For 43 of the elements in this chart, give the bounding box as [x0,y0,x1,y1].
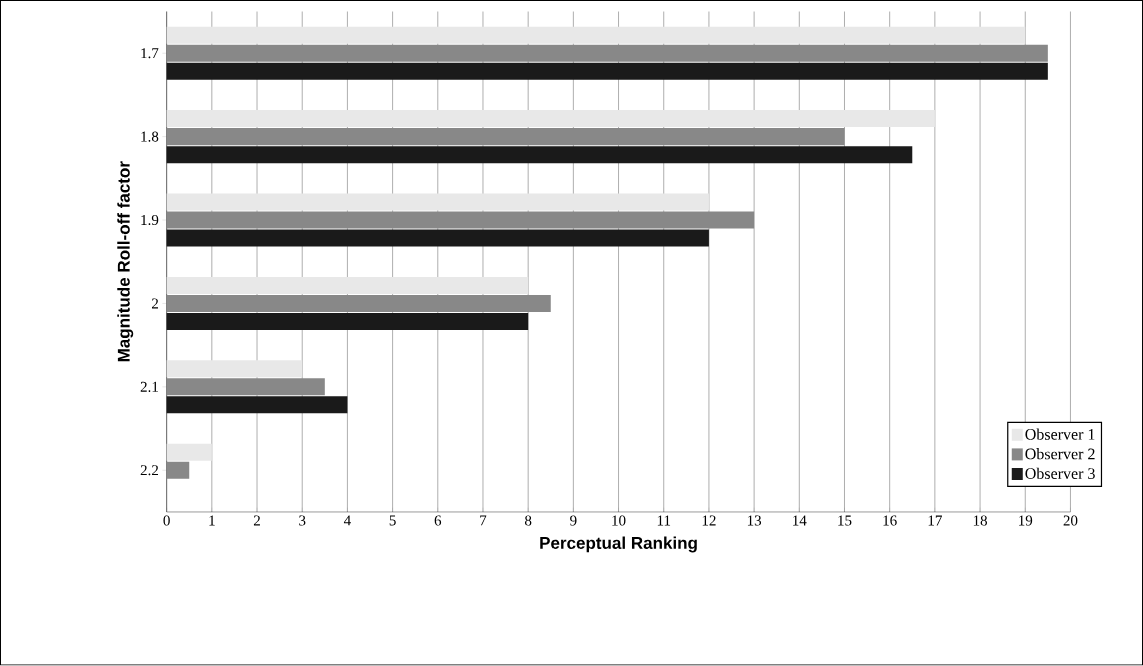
bar [166,360,303,378]
x-tick-label: 15 [838,515,852,526]
bar [166,277,529,295]
x-tick-label: 9 [570,515,577,526]
x-tick-label: 17 [928,515,942,526]
x-tick-label: 8 [524,515,532,526]
y-tick-label: 2 [152,298,159,309]
x-tick-label: 5 [389,515,396,526]
x-tick-label: 1 [209,515,215,526]
x-tick-label: 13 [747,515,762,526]
y-tick-label: 2.1 [140,381,158,393]
x-tick-label: 11 [657,515,671,526]
legend-label: Observer 1 [1025,428,1095,440]
y-axis-title: Magnitude Roll-off factor [117,161,134,362]
x-tick-label: 2 [253,515,260,526]
x-tick-label: 18 [973,515,987,526]
y-tick-label: 2.2 [140,465,159,476]
bar [166,193,709,211]
x-tick-label: 19 [1019,515,1033,526]
bar [166,313,529,331]
legend-label: Observer 2 [1025,448,1095,460]
x-tick-label: 14 [793,515,807,526]
y-tick-label: 1.7 [141,48,159,59]
bar [166,443,212,461]
x-tick-label: 6 [434,515,442,526]
y-tick-label: 1.8 [141,131,159,142]
x-tick-label: 12 [702,515,716,526]
x-tick-label: 7 [480,515,487,526]
x-axis-title: Perceptual Ranking [540,536,697,553]
bar [166,62,1048,80]
bar [166,110,935,128]
bar [166,229,709,247]
x-tick-label: 20 [1063,515,1078,526]
x-tick-label: 16 [883,515,897,526]
x-tick-label: 3 [299,515,306,526]
legend-label: Observer 3 [1025,467,1095,480]
x-tick-label: 10 [612,515,626,526]
bar [166,26,1026,44]
bar [166,146,913,164]
x-tick-label: 0 [163,515,170,526]
bar [166,396,348,414]
y-tick-label: 1.9 [141,215,159,226]
x-tick-label: 4 [343,515,351,526]
